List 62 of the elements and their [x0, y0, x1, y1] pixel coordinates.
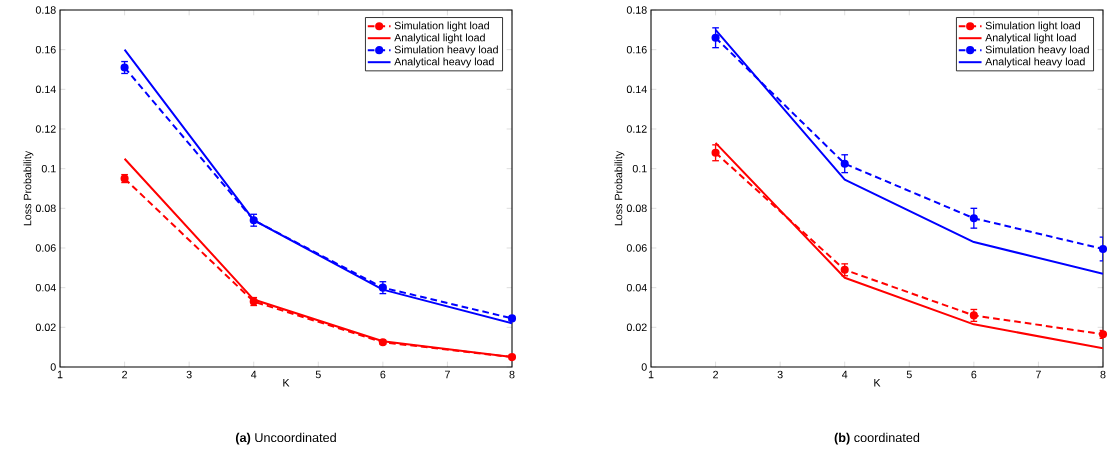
x-tick-label: 1: [648, 370, 654, 379]
point: [969, 311, 978, 320]
y-tick-label: 0.12: [35, 125, 56, 133]
x-tick-label: 2: [713, 370, 718, 379]
x-tick-label: 3: [186, 370, 192, 379]
y-axis-title: Loss Probability: [614, 150, 625, 226]
y-tick-label: 0.14: [626, 85, 647, 94]
legend-label: Simulation heavy load: [985, 45, 1089, 56]
y-tick-label: 0.02: [626, 323, 647, 332]
x-tick-label: 1: [57, 370, 63, 379]
point: [969, 214, 978, 223]
x-tick-label: 7: [445, 370, 450, 379]
y-tick-label: 0.06: [35, 244, 56, 252]
y-tick-label: 0.18: [35, 6, 56, 14]
text: (a) Uncoordinated: [235, 432, 336, 445]
legend-label: Simulation light load: [985, 21, 1080, 32]
y-tick-label: 0.14: [35, 85, 56, 94]
x-tick-label: 8: [509, 370, 515, 379]
y-axis-title: Loss Probability: [23, 150, 34, 226]
y-tick-label: 0.08: [35, 204, 56, 213]
point: [378, 283, 387, 292]
point: [507, 314, 517, 323]
x-tick-label: 5: [315, 370, 321, 379]
y-tick-label: 0.12: [626, 125, 647, 133]
y-tick-label: 0.02: [35, 323, 56, 332]
x-tick-label: 4: [842, 370, 848, 379]
text: (b) coordinated: [834, 432, 920, 445]
x-axis-title: K: [874, 379, 881, 387]
x-tick-label: 3: [777, 370, 783, 379]
legend-label: Simulation light load: [394, 21, 489, 32]
point: [1098, 330, 1108, 339]
legend-label: Analytical light load: [985, 33, 1076, 44]
legend-label: Simulation heavy load: [394, 45, 498, 56]
x-tick-label: 7: [1036, 370, 1041, 379]
point: [507, 353, 517, 362]
x-tick-label: 6: [971, 370, 977, 379]
y-tick-label: 0.06: [626, 244, 647, 252]
point: [711, 33, 720, 42]
y-tick-label: 0.04: [626, 283, 647, 292]
x-axis-title: K: [283, 379, 290, 387]
y-tick-label: 0.08: [626, 204, 647, 213]
x-tick-label: 2: [122, 370, 128, 379]
point: [1098, 244, 1108, 254]
y-tick-label: 0.1: [41, 164, 56, 173]
y-tick-label: 0.18: [626, 6, 647, 14]
point: [249, 216, 258, 225]
y-tick-label: 0.04: [35, 283, 56, 292]
x-tick-label: 8: [1100, 370, 1106, 379]
x-tick-label: 6: [380, 370, 386, 379]
y-tick-label: 0.1: [632, 164, 647, 173]
y-tick-label: 0: [50, 363, 56, 371]
point: [840, 265, 849, 274]
x-tick-label: 5: [906, 370, 912, 379]
y-tick-label: 0.16: [35, 45, 56, 54]
legend-label: Analytical heavy load: [394, 57, 494, 68]
legend-label: Analytical heavy load: [985, 57, 1085, 68]
x-tick-label: 4: [251, 370, 257, 379]
point: [711, 148, 720, 157]
y-tick-label: 0: [641, 363, 647, 371]
point: [840, 159, 849, 168]
y-tick-label: 0.16: [626, 45, 647, 54]
legend-label: Analytical light load: [394, 33, 485, 44]
